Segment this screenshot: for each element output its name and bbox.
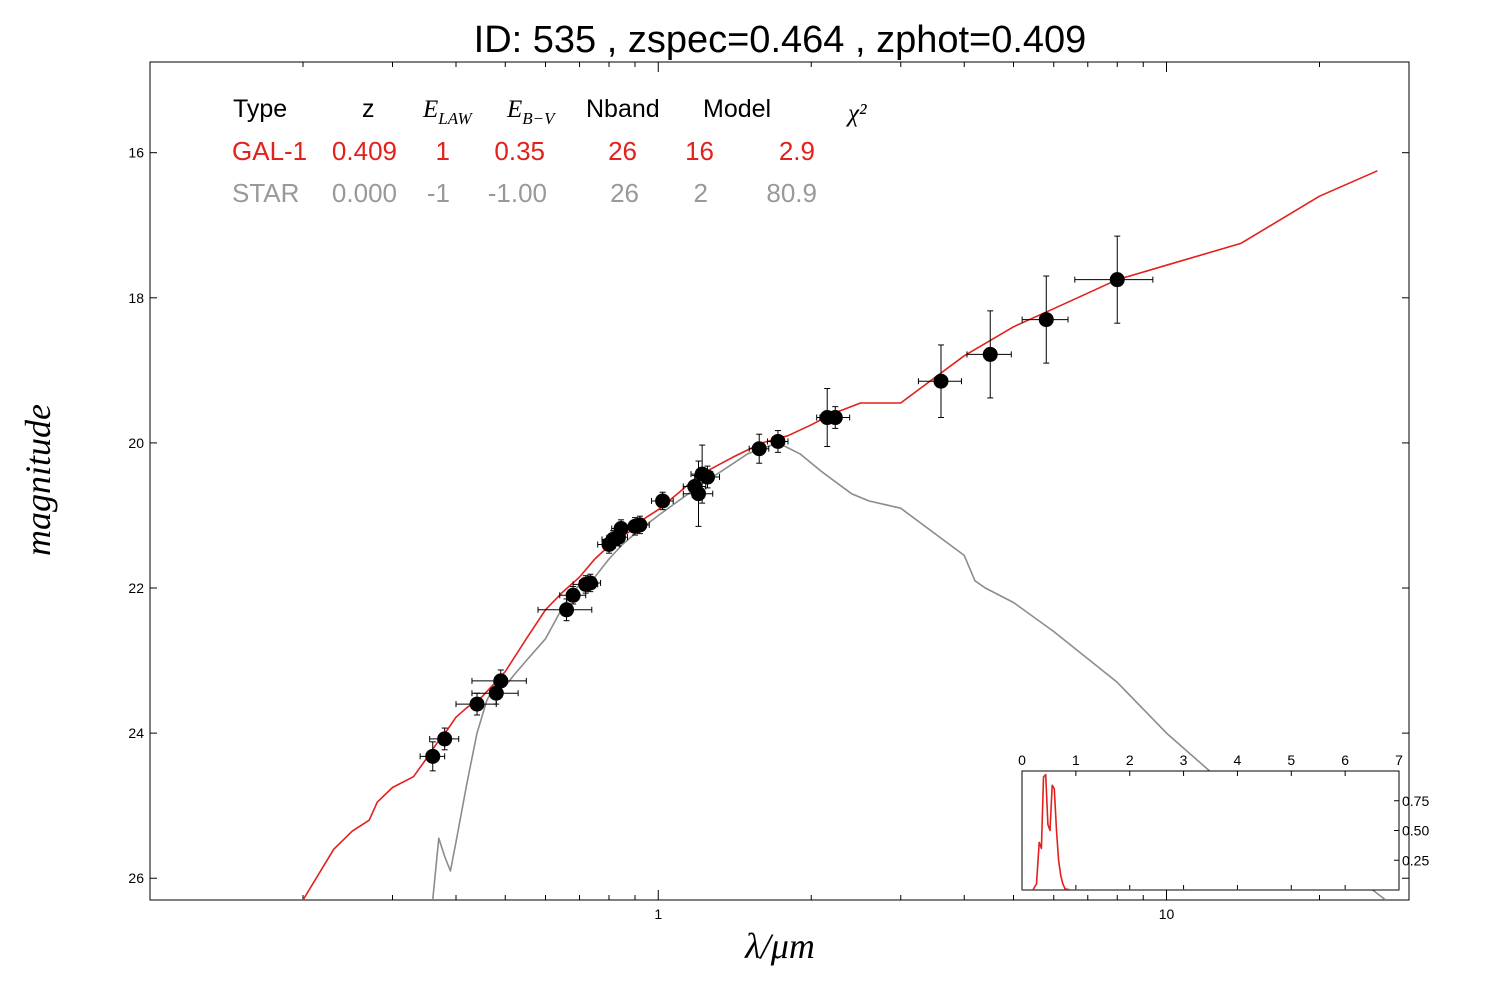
- legend-header-model: Model: [703, 95, 771, 123]
- photometry-points: [419, 235, 1154, 772]
- x-axis-label: λ/μm: [744, 926, 815, 966]
- y-tick-label: 18: [128, 290, 144, 306]
- data-point-marker: [655, 493, 671, 509]
- data-point-marker: [488, 685, 504, 701]
- inset-y-tick-label: 0.50: [1402, 823, 1429, 839]
- legend-row-star: STAR 0.000 -1 -1.00 26 2 80.9: [232, 178, 817, 208]
- data-point-marker: [613, 521, 629, 537]
- legend-header-z: z: [362, 95, 375, 123]
- inset-y-tick-label: 0.75: [1402, 793, 1429, 809]
- data-point: [579, 573, 602, 593]
- data-point-marker: [751, 441, 767, 457]
- legend-cell: 26: [608, 136, 637, 166]
- data-point: [419, 741, 446, 772]
- y-tick-label: 20: [128, 435, 144, 451]
- data-point-marker: [425, 748, 441, 764]
- data-point: [651, 491, 674, 511]
- legend-cell: -1: [427, 178, 450, 208]
- data-point: [694, 465, 721, 489]
- data-point: [917, 344, 962, 419]
- data-point: [966, 310, 1012, 399]
- inset-y-tick-label: 0.25: [1402, 852, 1429, 868]
- legend-cell: 16: [685, 136, 714, 166]
- legend-header-nband: Nband: [586, 95, 660, 123]
- legend-row-galaxy: GAL-1 0.409 1 0.35 26 16 2.9: [232, 136, 815, 166]
- data-point: [819, 406, 851, 429]
- legend-cell: STAR: [232, 178, 299, 208]
- legend-cell: 0.409: [332, 136, 397, 166]
- data-point: [1021, 275, 1069, 364]
- inset-curve-layer: [1022, 773, 1399, 890]
- data-point-marker: [469, 696, 485, 712]
- data-point-marker: [493, 673, 509, 689]
- legend-cell: 1: [436, 136, 450, 166]
- data-point: [537, 598, 593, 622]
- data-point-marker: [827, 410, 843, 426]
- data-point-marker: [982, 346, 998, 362]
- inset-x-tick-label: 6: [1341, 752, 1349, 768]
- data-point: [471, 669, 527, 693]
- inset-frame: [1021, 770, 1400, 891]
- data-point-marker: [582, 575, 598, 591]
- y-tick-label: 16: [128, 145, 144, 161]
- inset-x-tick-label: 3: [1180, 752, 1188, 768]
- y-tick-label: 24: [128, 725, 144, 741]
- data-point: [766, 430, 789, 453]
- chart-title: ID: 535 , zspec=0.464 , zphot=0.409: [474, 19, 1087, 61]
- plot-frame: [149, 61, 1410, 901]
- x-tick-label: 1: [654, 906, 662, 922]
- data-point-marker: [933, 373, 949, 389]
- data-point: [629, 515, 650, 535]
- data-point-marker: [1109, 272, 1125, 288]
- fit-legend: Type z ELAW EB−V Nband Model χ² GAL-1 0.…: [232, 95, 867, 208]
- inset-x-tick-label: 2: [1126, 752, 1134, 768]
- inset-x-tick-label: 5: [1287, 752, 1295, 768]
- legend-cell: GAL-1: [232, 136, 307, 166]
- data-point: [1074, 235, 1154, 324]
- legend-header-type: Type: [233, 95, 287, 123]
- data-point-marker: [690, 486, 706, 502]
- legend-cell: 26: [610, 178, 639, 208]
- legend-cell: 80.9: [766, 178, 817, 208]
- data-point-marker: [770, 433, 786, 449]
- data-point-marker: [437, 731, 453, 747]
- inset-x-tick-label: 7: [1395, 752, 1403, 768]
- inset-x-tick-label: 4: [1234, 752, 1242, 768]
- legend-cell: 2.9: [779, 136, 815, 166]
- legend-cell: 2: [694, 178, 708, 208]
- inset-axes: 0 1 2 3 4 5 6 7 0.25 0.50 0.75: [1018, 752, 1429, 890]
- data-point-marker: [632, 517, 648, 533]
- y-tick-label: 22: [128, 580, 144, 596]
- data-point-marker: [565, 587, 581, 603]
- data-point-marker: [700, 469, 716, 485]
- legend-cell: 0.35: [494, 136, 545, 166]
- legend-header-elaw: ELAW: [422, 96, 473, 128]
- data-point: [559, 586, 587, 605]
- legend-cell: -1.00: [488, 178, 547, 208]
- data-point-marker: [559, 602, 575, 618]
- legend-header-ebv: EB−V: [506, 96, 557, 128]
- legend-header-chi2: χ²: [846, 100, 867, 127]
- y-tick-label: 26: [128, 870, 144, 886]
- inset-pdz-line: [1022, 773, 1399, 890]
- inset-x-tick-label: 0: [1018, 752, 1026, 768]
- data-point: [748, 433, 770, 464]
- inset-x-tick-label: 1: [1072, 752, 1080, 768]
- x-tick-label: 10: [1159, 906, 1175, 922]
- data-point: [429, 727, 460, 751]
- legend-cell: 0.000: [332, 178, 397, 208]
- y-axis-label: magnitude: [18, 404, 58, 556]
- x-axis: 1 10: [149, 62, 1410, 922]
- data-point-marker: [1038, 312, 1054, 328]
- pdz-inset: 0 1 2 3 4 5 6 7 0.25 0.50 0.75: [1018, 752, 1429, 891]
